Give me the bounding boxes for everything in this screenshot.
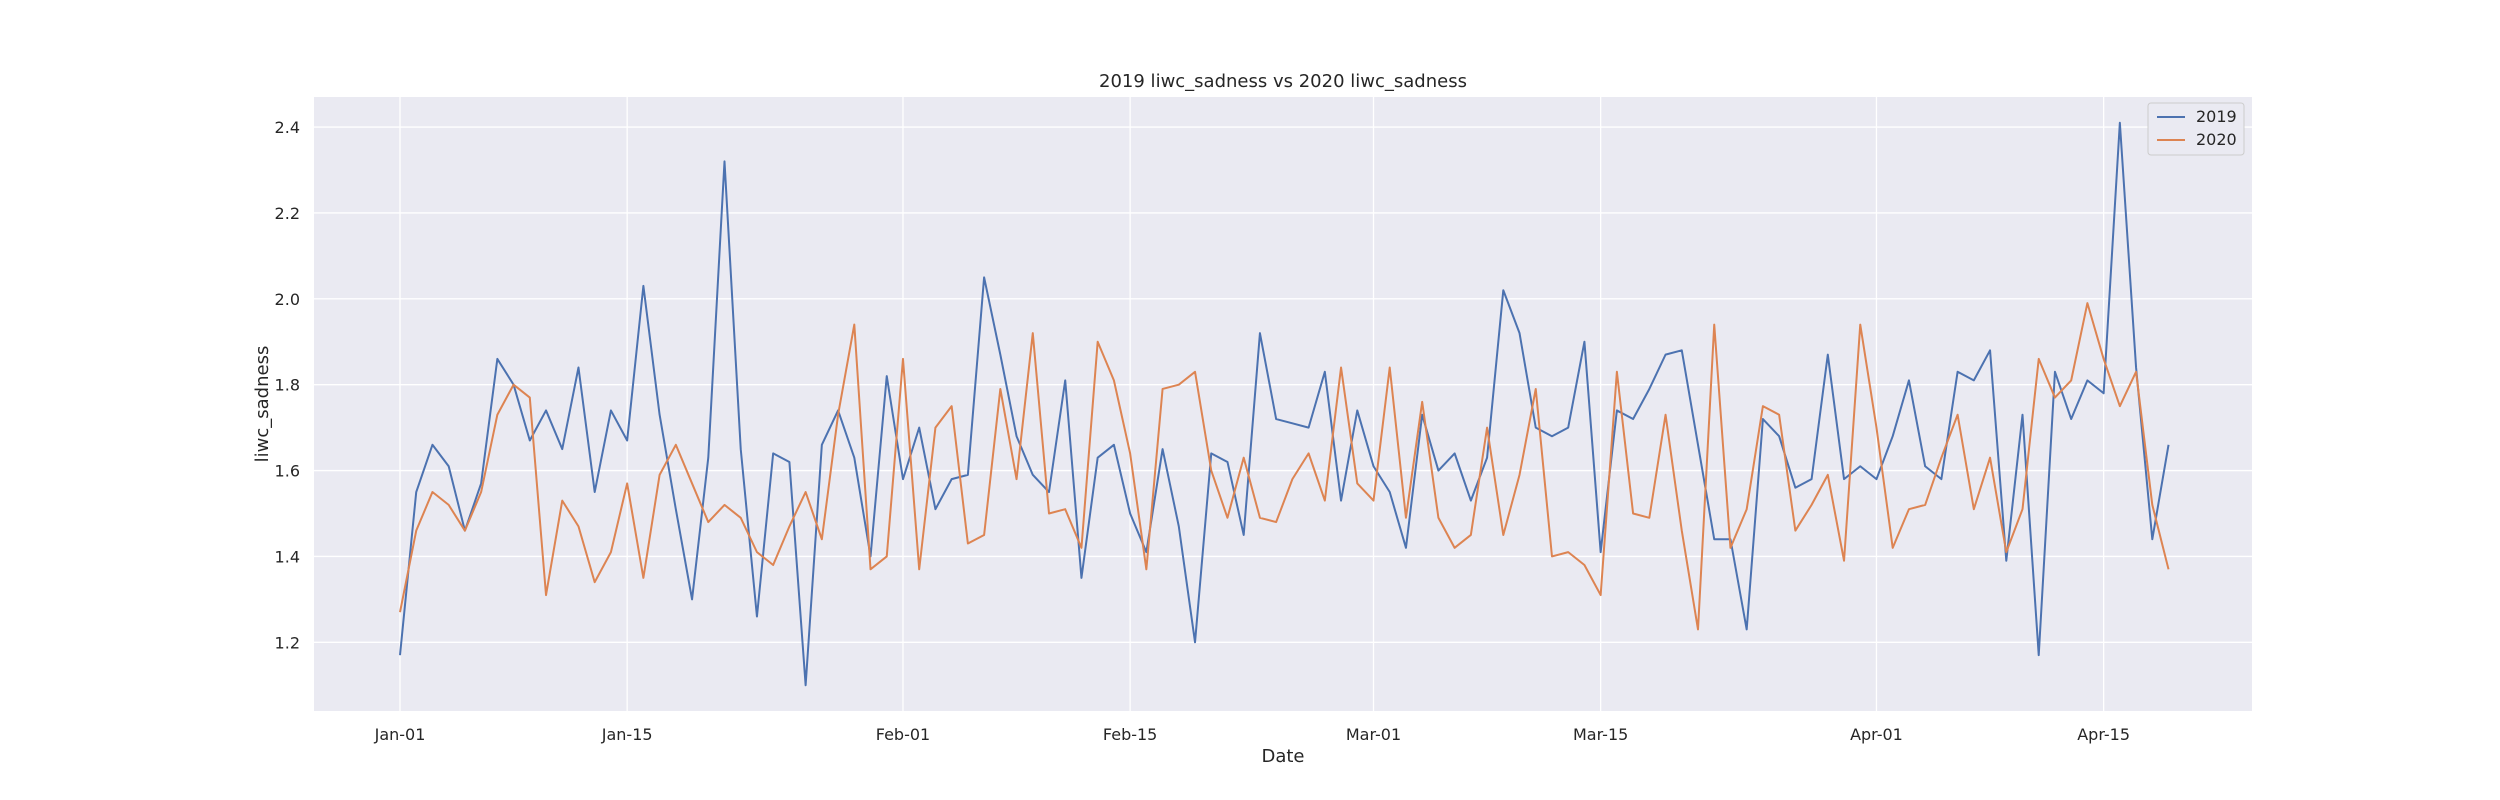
- legend-label-2020: 2020: [2196, 130, 2237, 149]
- x-tick-label: Mar-01: [1346, 725, 1401, 744]
- y-tick-label: 2.2: [275, 204, 300, 223]
- series-line-2020: [399, 302, 2170, 631]
- y-tick-label: 2.4: [275, 118, 300, 137]
- plot-background: [314, 97, 2252, 711]
- y-tick-label: 1.8: [275, 376, 300, 395]
- series-lines: [399, 121, 2170, 687]
- y-tick-label: 2.0: [275, 290, 300, 309]
- y-axis-title: liwc_sadness: [252, 346, 273, 463]
- y-tick-label: 1.2: [275, 633, 300, 652]
- y-tick-labels: 1.2 1.4 1.6 1.8 2.0 2.2 2.4: [275, 118, 300, 652]
- x-tick-labels: Jan-01 Jan-15 Feb-01 Feb-15 Mar-01 Mar-15 Apr-…: [374, 725, 2130, 744]
- x-tick-label: Feb-15: [1103, 725, 1157, 744]
- y-tick-label: 1.4: [275, 547, 300, 566]
- x-tick-label: Apr-15: [2077, 725, 2130, 744]
- x-tick-label: Jan-01: [374, 725, 426, 744]
- x-tick-label: Mar-15: [1573, 725, 1628, 744]
- x-tick-label: Jan-15: [601, 725, 653, 744]
- legend-label-2019: 2019: [2196, 107, 2237, 126]
- chart-title: 2019 liwc_sadness vs 2020 liwc_sadness: [1099, 71, 1467, 92]
- x-axis-title: Date: [1261, 746, 1304, 767]
- y-gridlines: [314, 126, 2252, 643]
- x-gridlines: [399, 97, 2105, 711]
- legend: 2019 2020: [2147, 102, 2245, 156]
- x-tick-label: Feb-01: [876, 725, 930, 744]
- x-tick-label: Apr-01: [1850, 725, 1903, 744]
- y-tick-label: 1.6: [275, 462, 300, 481]
- series-line-2019: [399, 121, 2170, 687]
